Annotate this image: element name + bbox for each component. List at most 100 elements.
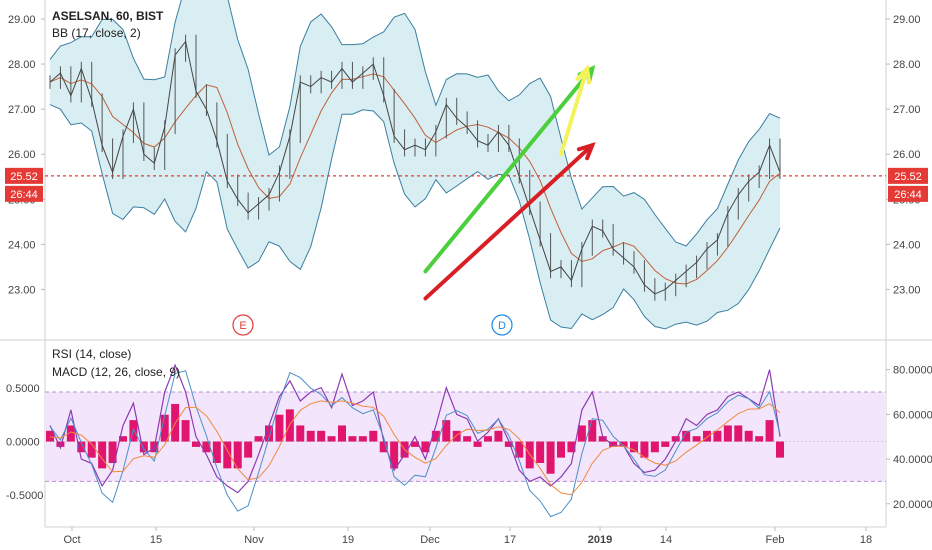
histogram-bar (46, 430, 54, 442)
histogram-bar (577, 425, 586, 442)
histogram-bar (160, 414, 169, 442)
histogram-bar (390, 441, 399, 469)
time-tick: 18 (860, 534, 872, 546)
rsi-tick: 20.0000 (893, 499, 932, 511)
price-tick-left: 28.00 (8, 59, 36, 71)
histogram-bar (494, 430, 503, 442)
bollinger-lower (49, 104, 781, 330)
bollinger-legend: BB (17, close, 2) (52, 26, 141, 40)
price-tag-left: 25.52 26:44 (5, 167, 43, 202)
histogram-bar (682, 430, 691, 442)
histogram-bar (504, 441, 513, 447)
macd-tick: 0.0000 (6, 437, 40, 449)
histogram-bar (233, 441, 242, 469)
macd-tick: -0.5000 (6, 490, 43, 502)
time-axis: Oct 15 Nov 19 Dec 17 2019 14 Feb 18 (63, 527, 872, 546)
histogram-bar (557, 441, 565, 458)
price-tick-right: 29.00 (893, 14, 921, 26)
histogram-bar (98, 441, 107, 469)
histogram-bar (734, 425, 743, 442)
trend-arrow (559, 64, 592, 157)
macd-tick: 0.5000 (6, 383, 40, 395)
rsi-line (49, 363, 781, 494)
rsi-tick: 80.0000 (893, 365, 932, 377)
price-close-line (49, 40, 781, 295)
histogram-bar (567, 441, 576, 453)
histogram-bar (619, 441, 628, 447)
histogram-bar (244, 441, 253, 458)
histogram-bar (650, 441, 659, 453)
price-tick-left: 24.00 (8, 239, 36, 251)
time-tick: 14 (660, 534, 672, 546)
histogram-bar (463, 436, 472, 442)
trend-arrow (423, 142, 596, 301)
histogram-bar (108, 441, 117, 463)
histogram-bar (609, 441, 618, 447)
price-tag-value: 25.52 (894, 171, 922, 183)
histogram-bar (723, 425, 732, 442)
histogram-bar (275, 414, 284, 442)
countdown-value: 26:44 (894, 189, 922, 201)
svg-text:E: E (239, 320, 246, 332)
last-price-line: 25.52 26:44 25.52 26:44 (5, 167, 928, 202)
bollinger-fill (50, 0, 780, 329)
macd-legend: MACD (12, 26, close, 9) (52, 365, 180, 379)
bollinger-band (49, 0, 781, 330)
price-tick-left: 23.00 (8, 284, 36, 296)
rsi-series (49, 363, 781, 518)
histogram-bar (692, 436, 701, 442)
histogram-bar (369, 430, 378, 442)
histogram-bar (640, 441, 649, 458)
histogram-bar (223, 441, 232, 469)
rsi-tick: 40.0000 (893, 454, 932, 466)
histogram-bar (192, 441, 200, 447)
event-marker-e[interactable]: E (232, 314, 254, 336)
histogram-bar (348, 436, 357, 442)
histogram-bar (484, 436, 492, 442)
histogram-bar (588, 420, 597, 442)
macd-line (49, 370, 781, 518)
rsi-tick: 60.0000 (893, 409, 932, 421)
histogram-bar (327, 436, 336, 442)
histogram-bar (536, 441, 545, 463)
event-marker-d[interactable]: D (491, 314, 513, 336)
histogram-bar (515, 441, 524, 458)
histogram-bar (338, 425, 346, 442)
time-tick: 2019 (588, 534, 612, 546)
histogram-bar (306, 430, 315, 442)
time-tick: 17 (504, 534, 516, 546)
svg-text:D: D (498, 320, 506, 332)
histogram-bar (421, 441, 430, 453)
price-tick-right: 27.00 (893, 104, 921, 116)
histogram-bar (755, 436, 764, 442)
chart-title: ASELSAN, 60, BIST (52, 9, 164, 23)
histogram-bar (379, 441, 388, 453)
price-tick-left: 26.00 (8, 149, 36, 161)
histogram-bar (87, 441, 96, 458)
histogram-bar (358, 436, 367, 442)
time-tick: Oct (63, 534, 80, 546)
time-tick: Feb (766, 534, 785, 546)
histogram-bar (661, 441, 670, 447)
histogram-bar (265, 425, 273, 442)
rsi-legend: RSI (14, close) (52, 347, 131, 361)
histogram-bar (411, 441, 419, 447)
histogram-bar (66, 425, 75, 442)
histogram-bar (181, 420, 190, 442)
histogram-bar (473, 441, 482, 447)
trend-arrows (423, 64, 596, 301)
price-tick-right: 24.00 (893, 239, 921, 251)
histogram-bar (765, 420, 774, 442)
price-series (49, 34, 781, 301)
histogram-bar (546, 441, 555, 474)
price-tag-right: 25.52 26:44 (888, 167, 928, 202)
histogram-bar (598, 436, 607, 442)
time-tick: 19 (342, 534, 354, 546)
price-tick-left: 27.00 (8, 104, 36, 116)
bollinger-basis (49, 73, 781, 285)
histogram-bar (139, 441, 148, 453)
histogram-bar (317, 430, 326, 442)
